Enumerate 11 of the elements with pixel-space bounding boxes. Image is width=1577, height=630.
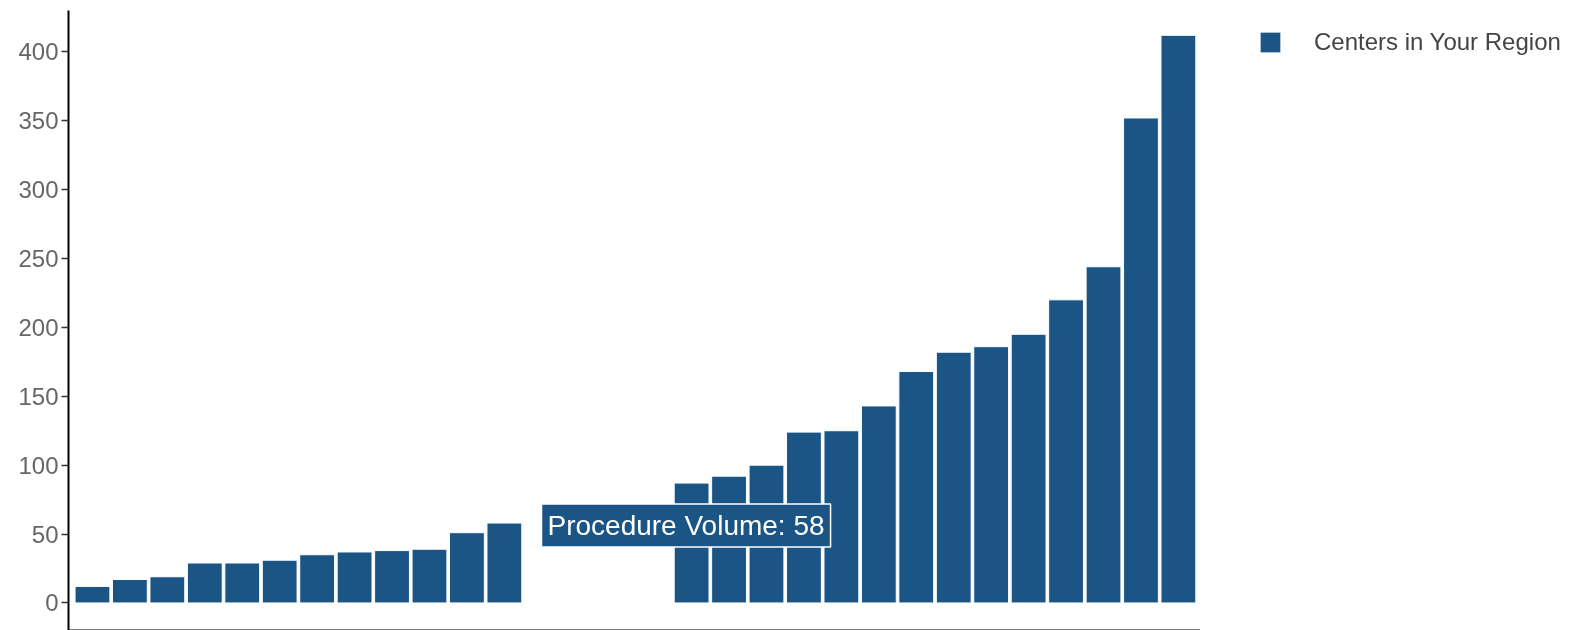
y-tick-label: 0 bbox=[45, 589, 59, 617]
annotation: Procedure Volume: 58 bbox=[547, 510, 825, 541]
legend-label: Centers in Your Region bbox=[1314, 28, 1561, 56]
y-tick-label: 200 bbox=[18, 313, 59, 341]
y-tick-label: 250 bbox=[18, 245, 59, 272]
y-tick-label: 300 bbox=[18, 176, 59, 204]
y-tick-label: 50 bbox=[31, 520, 59, 548]
y-tick-label: 400 bbox=[18, 38, 59, 66]
y-tick-label: 150 bbox=[18, 382, 59, 410]
y-tick-label: 350 bbox=[18, 107, 59, 135]
y-tick-label: 100 bbox=[18, 451, 59, 479]
